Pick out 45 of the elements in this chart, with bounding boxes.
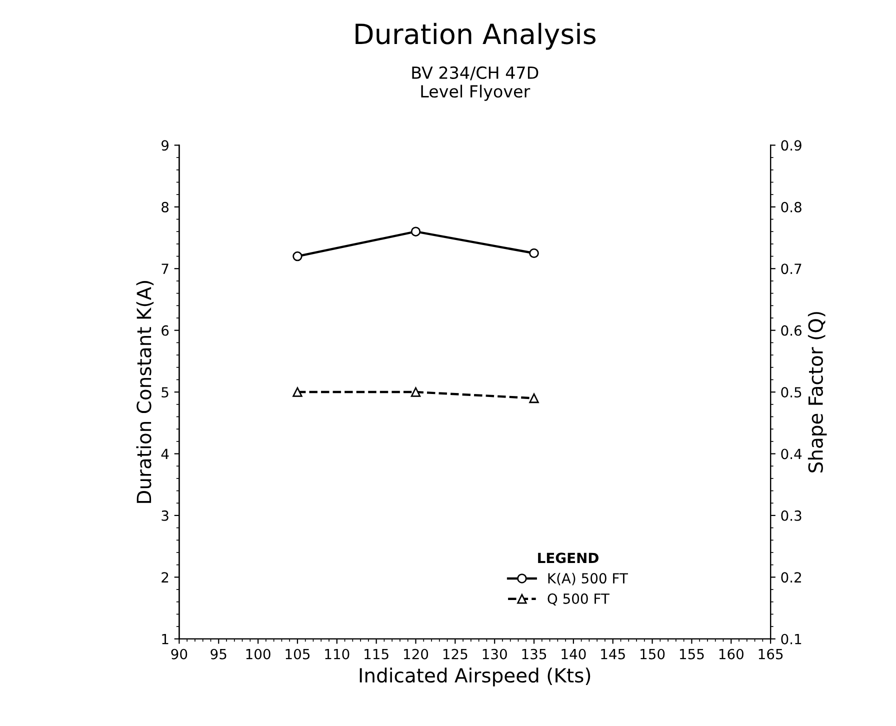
y-tick-label: 8 bbox=[162, 202, 169, 212]
y2-axis-title: Shape Factor (Q) bbox=[808, 312, 827, 472]
y-tick-label: 5 bbox=[162, 387, 168, 398]
y2-tick-label: 0.9 bbox=[781, 140, 802, 151]
y2-tick-label: 0.3 bbox=[781, 510, 802, 521]
y-tick-label: 3 bbox=[162, 510, 168, 521]
y2-tick-label: 0.7 bbox=[781, 264, 802, 274]
x-axis-title: Indicated Airspeed (Kts) bbox=[360, 668, 590, 686]
x-tick-label: 140 bbox=[562, 648, 586, 660]
x-tick-label: 135 bbox=[522, 648, 546, 660]
point bbox=[292, 251, 302, 262]
x-tick-label: 125 bbox=[443, 648, 468, 660]
x-tick-label: 115 bbox=[364, 649, 388, 660]
y-tick-label: 9 bbox=[162, 140, 168, 151]
legend-label: K(A) 500 FT bbox=[548, 572, 628, 586]
chart-subtitle: BV 234/CH 47D Level Flyover bbox=[412, 66, 538, 101]
x-tick-label: 130 bbox=[482, 648, 507, 660]
x-tick-label: 110 bbox=[325, 648, 350, 660]
x-tick-label: 95 bbox=[210, 648, 226, 660]
y-tick-label: 2 bbox=[162, 572, 168, 582]
x-tick-label: 100 bbox=[246, 648, 270, 660]
point bbox=[410, 226, 421, 236]
y2-tick-label: 0.4 bbox=[781, 448, 802, 460]
y2-tick-label: 0.2 bbox=[781, 572, 801, 583]
legend-title: LEGEND bbox=[538, 552, 598, 564]
x-tick-label: 90 bbox=[171, 648, 188, 660]
x-tick-label: 155 bbox=[680, 649, 704, 660]
y-tick-label: 7 bbox=[162, 264, 168, 274]
y-tick-label: 4 bbox=[161, 448, 169, 460]
y2-tick-label: 0.6 bbox=[781, 325, 802, 336]
x-tick-label: 120 bbox=[404, 648, 428, 660]
chart-title: Duration Analysis bbox=[356, 22, 596, 50]
y2-tick-label: 0.5 bbox=[781, 387, 802, 398]
y2-tick-label: 0.1 bbox=[781, 634, 802, 644]
legend-label: Q 500 FT bbox=[548, 593, 610, 606]
x-tick-label: 165 bbox=[758, 648, 783, 660]
x-tick-label: 150 bbox=[640, 648, 665, 660]
y2-tick-label: 0.8 bbox=[781, 202, 802, 212]
x-tick-label: 160 bbox=[719, 648, 744, 660]
x-tick-label: 145 bbox=[601, 649, 625, 660]
y-axis-title: Duration Constant K(A) bbox=[136, 280, 154, 503]
point bbox=[529, 248, 539, 258]
y-tick-label: 6 bbox=[162, 325, 169, 336]
y-tick-label: 1 bbox=[162, 634, 168, 644]
x-tick-label: 105 bbox=[286, 648, 310, 660]
